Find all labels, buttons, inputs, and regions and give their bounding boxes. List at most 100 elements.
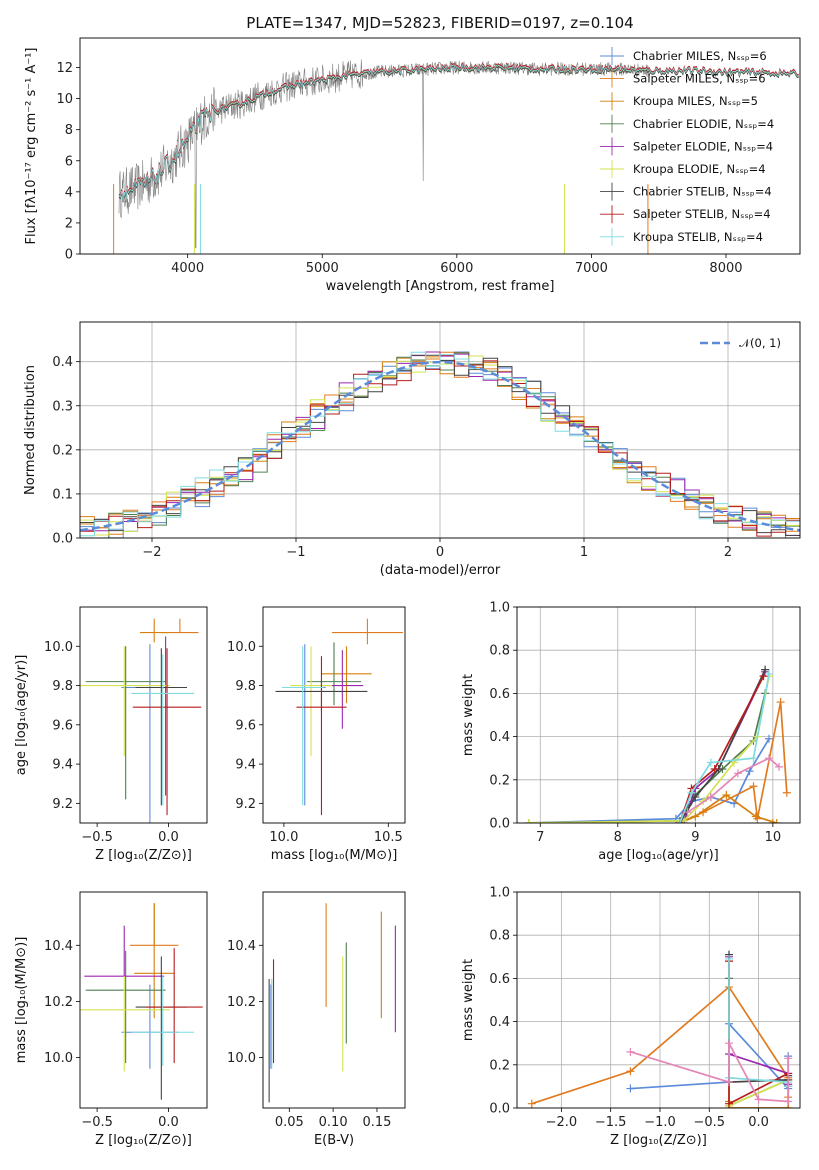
y-tick-label: 0.0 — [489, 1102, 510, 1117]
x-tick-label: −0.5 — [81, 1115, 113, 1130]
mass-weight-marker — [761, 665, 770, 674]
x-tick-label: 0.05 — [275, 1115, 304, 1130]
x-tick-label: −0.5 — [81, 830, 113, 845]
spectrum-panel: 4000 5000 6000 7000 8000 0 2 4 6 8 10 12 wavelength … — [24, 37, 801, 294]
axes-frame — [516, 606, 801, 824]
y-tick-label: 0.2 — [489, 773, 510, 788]
x-tick-label: 10 — [765, 830, 782, 845]
age-vs-Z-marks — [80, 618, 202, 823]
mass-weight-marker — [683, 808, 692, 817]
residual-histogram — [80, 351, 800, 537]
x-axis-label: Z [log₁₀(Z/Z⊙)] — [610, 1133, 707, 1148]
mass-weight-marker — [764, 669, 773, 678]
y-tick-label: 0.4 — [489, 730, 510, 745]
y-tick-label: 10.0 — [227, 1051, 256, 1066]
mass-weight-marker — [722, 790, 731, 799]
age-vs-mass-marks — [275, 618, 403, 816]
y-tick-label: 0.2 — [489, 1058, 510, 1073]
massweight-vs-age-panel: 7 8 9 10 0.0 0.2 0.4 0.6 0.8 1.0 age [log₁₀(age/yr… — [461, 601, 801, 863]
x-axis-label: E(B-V) — [314, 1133, 354, 1148]
mass-weight-marker — [725, 1078, 734, 1087]
y-tick-label: 0.0 — [52, 532, 73, 547]
x-axis-label: mass [log₁₀(M/M⊙)] — [271, 848, 398, 863]
legend-entry: Chabrier MILES, Nₛₛₚ=6 — [633, 49, 767, 63]
x-tick-label: 8 — [614, 830, 622, 845]
axes-frame — [79, 37, 801, 255]
x-tick-label: 0.10 — [319, 1115, 348, 1130]
legend-entry: Salpeter ELODIE, Nₛₛₚ=4 — [633, 139, 773, 153]
x-tick-label: 0.0 — [158, 1115, 179, 1130]
x-tick-label: 6000 — [440, 261, 473, 276]
x-tick-label: −1 — [286, 545, 305, 560]
mass-vs-Z-panel: −0.5 0.0 10.0 10.2 10.4 Z [log₁₀(Z/Z⊙)] mass [… — [14, 891, 208, 1148]
massweight-vs-age-marks — [524, 665, 791, 823]
x-axis-label: wavelength [Angstrom, rest frame] — [326, 279, 555, 294]
y-tick-label: 0.6 — [489, 972, 510, 987]
y-tick-label: 10.0 — [227, 640, 256, 655]
axes-frame — [79, 321, 801, 539]
mass-weight-marker — [725, 1039, 734, 1048]
mass-vs-Z-marks — [80, 903, 203, 1100]
y-tick-label: 10.0 — [44, 640, 73, 655]
axes-frame — [516, 891, 801, 1109]
x-tick-label: −2 — [142, 545, 161, 560]
y-tick-label: 8 — [65, 123, 73, 138]
x-tick-label: 5000 — [306, 261, 339, 276]
legend-entry: Chabrier STELIB, Nₛₛₚ=4 — [633, 185, 772, 199]
y-tick-label: 9.8 — [235, 679, 256, 694]
axes-frame — [262, 606, 406, 824]
x-axis-label: Z [log₁₀(Z/Z⊙)] — [95, 1133, 192, 1148]
x-tick-label: 4000 — [171, 261, 204, 276]
y-tick-label: 10.4 — [44, 939, 73, 954]
mass-weight-marker — [626, 1084, 635, 1093]
axes-frame — [79, 891, 208, 1109]
mass-weight-marker — [691, 812, 700, 821]
x-tick-label: 9 — [691, 830, 699, 845]
mass-weight-marker — [626, 1047, 635, 1056]
mass-weight-marker — [764, 734, 773, 743]
y-tick-label: 10.2 — [227, 995, 256, 1010]
mass-weight-marker — [754, 1095, 763, 1104]
mass-weight-marker — [527, 1099, 536, 1108]
x-axis-label: Z [log₁₀(Z/Z⊙)] — [95, 848, 192, 863]
y-axis-label: age [log₁₀(age/yr)] — [14, 655, 29, 776]
plot-layer: 4000 5000 6000 7000 8000024681012wavelength … — [14, 37, 801, 1148]
axes-frame — [79, 606, 208, 824]
y-tick-label: 9.6 — [235, 718, 256, 733]
y-tick-label: 10.2 — [44, 995, 73, 1010]
mass-weight-marker — [733, 769, 742, 778]
y-tick-label: 9.4 — [52, 758, 73, 773]
x-tick-label: 0.0 — [158, 830, 179, 845]
y-tick-label: 6 — [65, 154, 73, 169]
mass-weight-marker — [725, 954, 734, 963]
x-tick-label: −1.5 — [595, 1115, 627, 1130]
mass-weight-line — [679, 793, 777, 823]
mass-weight-marker — [706, 758, 715, 767]
axes-frame — [262, 891, 406, 1109]
y-tick-label: 0 — [65, 248, 73, 263]
mass-vs-ebv-marks — [268, 903, 396, 1103]
mass-weight-marker — [772, 819, 781, 823]
x-tick-label: 10.0 — [269, 830, 298, 845]
y-axis-label: mass weight — [461, 674, 476, 756]
x-axis-label: (data-model)/error — [380, 563, 501, 578]
mass-weight-line — [630, 1042, 790, 1103]
y-tick-label: 0.1 — [52, 487, 73, 502]
residuals-panel: −2 −1 0 1 2 0.0 0.1 0.2 0.3 0.4 (data-model)/error… — [23, 321, 801, 578]
massweight-vs-Z-marks — [527, 950, 793, 1108]
y-tick-label: 9.2 — [52, 797, 73, 812]
y-tick-label: 10.4 — [227, 939, 256, 954]
mass-weight-marker — [706, 793, 715, 802]
legend-entry: 𝒩(0, 1) — [739, 336, 781, 350]
age-vs-Z-panel: −0.5 0.0 9.2 9.4 9.6 9.8 10.0 Z [log₁₀(Z/Z⊙)] ag… — [14, 606, 208, 863]
y-axis-label: mass [log₁₀(M/M⊙)] — [14, 937, 29, 1064]
x-tick-label: 2 — [724, 545, 732, 560]
legend-entry: Salpeter MILES, Nₛₛₚ=6 — [633, 72, 766, 86]
x-axis-label: age [log₁₀(age/yr)] — [598, 848, 719, 863]
mass-weight-marker — [751, 812, 760, 821]
x-tick-label: −0.5 — [693, 1115, 725, 1130]
chart-title: PLATE=1347, MJD=52823, FIBERID=0197, z=0… — [246, 14, 633, 32]
x-tick-label: −1.0 — [644, 1115, 676, 1130]
